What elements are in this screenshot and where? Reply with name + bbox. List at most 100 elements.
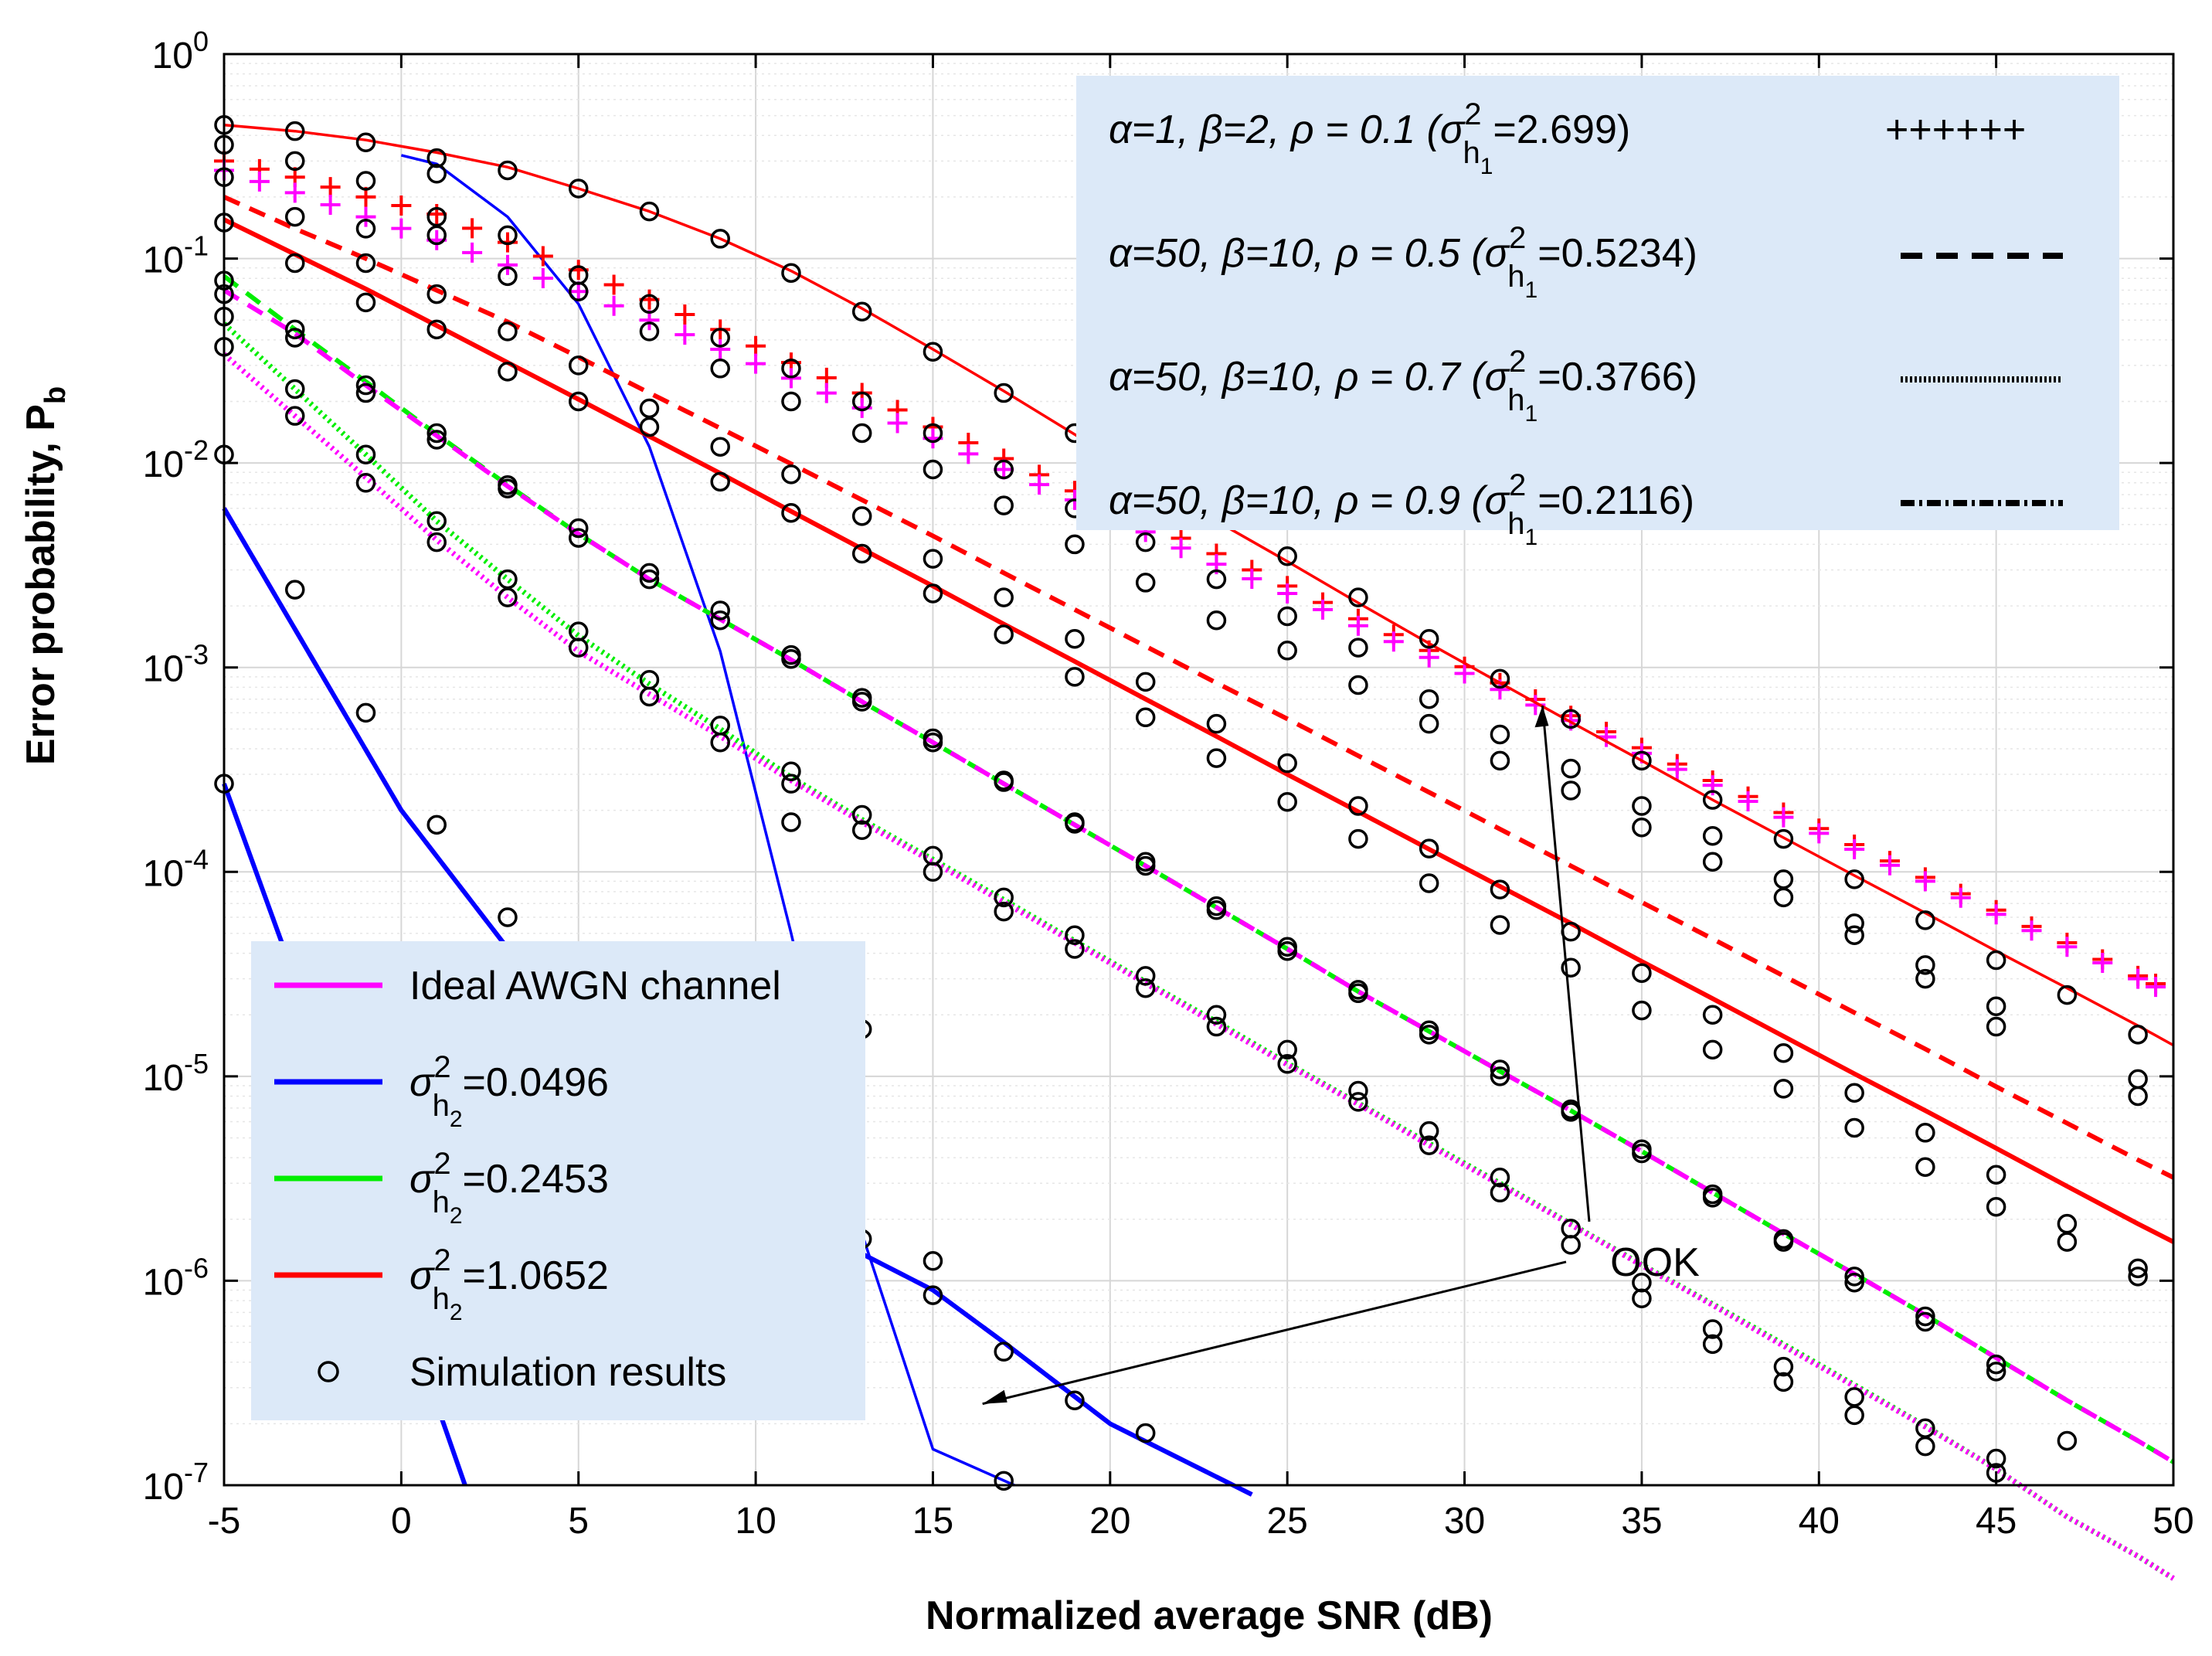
simulation-point xyxy=(710,437,730,457)
simulation-point xyxy=(1915,1123,1935,1143)
simulation-point xyxy=(2057,1232,2078,1252)
legend-top-entry: α=50, β=10, ρ = 0.7 (σ2 h1=0.3766) xyxy=(1109,345,1697,427)
simulation-point xyxy=(710,600,730,621)
simulation-point xyxy=(426,206,447,227)
simulation-point xyxy=(1773,1232,1794,1252)
simulation-point xyxy=(426,148,447,168)
axes: -5 0 5 10 15 20 25 30 35 40 45 5010010-110-210-310-… xyxy=(143,26,2194,1542)
legend-subsub: 2 xyxy=(450,1300,463,1325)
simulation-point xyxy=(1277,1039,1297,1060)
series-rho-0-1-red-plus-marker xyxy=(462,218,483,239)
series-rho-0-1-magenta-plus-marker xyxy=(1950,887,1971,908)
simulation-point xyxy=(1844,1083,1864,1103)
y-tick-base: 10 xyxy=(143,240,184,281)
legend-sub: h xyxy=(433,1185,450,1219)
y-tick-base: 10 xyxy=(143,1058,184,1099)
simulation-point xyxy=(1632,817,1652,838)
simulation-point xyxy=(851,692,872,712)
simulation-point xyxy=(1490,1059,1510,1080)
simulation-point xyxy=(426,814,447,835)
simulation-point xyxy=(355,132,376,152)
legend-subsub: 1 xyxy=(1525,277,1538,303)
simulation-point xyxy=(1986,950,2006,971)
series-rho-0-1-magenta-plus-marker xyxy=(1738,791,1758,811)
simulation-point xyxy=(1348,1080,1368,1101)
simulation-point xyxy=(710,328,730,348)
y-tick-base: 10 xyxy=(143,649,184,690)
simulation-point xyxy=(1065,667,1085,687)
legend-sub: h xyxy=(433,1089,450,1123)
simulation-point xyxy=(1277,1054,1297,1074)
simulation-point xyxy=(1277,546,1297,566)
legend-sigma: σ xyxy=(409,1060,435,1105)
legend-alpha: α=50, xyxy=(1109,355,1222,400)
series-rho-0-1-magenta-plus-marker xyxy=(1242,569,1262,590)
simulation-point xyxy=(923,342,943,362)
series-rho-0-1-magenta-plus-marker xyxy=(603,295,624,316)
simulation-point xyxy=(1277,791,1297,812)
simulation-point xyxy=(1135,573,1156,593)
legend-sigma: σ xyxy=(409,1157,435,1202)
simulation-point xyxy=(426,532,447,553)
legend-sub: h xyxy=(433,1282,450,1316)
legend-subsub: 2 xyxy=(450,1203,463,1229)
y-axis-label-sub: b xyxy=(39,386,72,404)
y-tick-exp: -7 xyxy=(184,1457,209,1488)
simulation-point xyxy=(1632,796,1652,816)
legend-top-box xyxy=(1076,76,2119,530)
simulation-point xyxy=(710,732,730,753)
simulation-point xyxy=(498,907,518,927)
simulation-markers xyxy=(214,115,2148,1491)
simulation-point xyxy=(568,528,589,548)
series-rho-0-1-magenta-plus-marker xyxy=(1383,631,1404,652)
simulation-point xyxy=(1135,966,1156,986)
x-tick-label: 5 xyxy=(568,1501,589,1542)
simulation-point xyxy=(1206,900,1227,920)
simulation-point xyxy=(1915,955,1935,975)
y-tick-base: 10 xyxy=(143,1262,184,1303)
simulation-point xyxy=(994,459,1014,480)
legend-sub: h xyxy=(1507,260,1524,294)
simulation-point xyxy=(568,281,589,301)
legend-sup: 2 xyxy=(1509,468,1526,502)
series-rho-0-1-magenta-plus-marker xyxy=(2057,937,2078,957)
simulation-point xyxy=(1844,1405,1864,1426)
simulation-point xyxy=(994,1471,1014,1491)
simulation-point xyxy=(710,471,730,492)
simulation-point xyxy=(2128,1258,2148,1279)
y-tick-base: 10 xyxy=(143,444,184,485)
simulation-point xyxy=(1135,855,1156,876)
simulation-point xyxy=(1986,1354,2006,1375)
legend-sigma: σ xyxy=(409,1253,435,1298)
legend-beta: β=10, xyxy=(1221,231,1336,276)
ook-arrow-down-head xyxy=(982,1389,1007,1404)
simulation-point xyxy=(284,406,305,426)
simulation-point xyxy=(1135,707,1156,728)
series-rho-0-1-magenta-plus-marker xyxy=(958,444,979,464)
legend-alpha: α=50, xyxy=(1109,478,1222,523)
simulation-point xyxy=(284,580,305,600)
y-tick-label: 10-5 xyxy=(143,1048,209,1099)
y-tick-label: 10-7 xyxy=(143,1457,209,1508)
y-tick-exp: -5 xyxy=(184,1048,209,1080)
legend-alpha: α=1, xyxy=(1109,107,1200,152)
simulation-point xyxy=(1135,672,1156,692)
simulation-point xyxy=(1844,1117,1864,1138)
legend-bottom-entry: σ2 h2=1.0652 xyxy=(409,1243,609,1325)
simulation-point xyxy=(1915,1157,1935,1177)
simulation-point xyxy=(1419,689,1439,709)
simulation-point xyxy=(1561,709,1581,729)
simulation-point xyxy=(639,398,660,419)
legend-value: =0.3766) xyxy=(1538,355,1697,400)
series-rho-0-1-magenta-plus-marker xyxy=(816,383,837,403)
x-tick-label: -5 xyxy=(208,1501,241,1542)
x-tick-label: 20 xyxy=(1089,1501,1130,1542)
simulation-point xyxy=(1915,910,1935,930)
series-rho-0-1-magenta-plus-marker xyxy=(497,254,518,275)
simulation-point xyxy=(923,862,943,882)
legend-sup: 2 xyxy=(433,1243,450,1277)
legend-bottom-entry: Ideal AWGN channel xyxy=(409,964,781,1008)
simulation-point xyxy=(851,301,872,322)
simulation-point xyxy=(1702,790,1723,810)
simulation-point xyxy=(923,459,943,480)
